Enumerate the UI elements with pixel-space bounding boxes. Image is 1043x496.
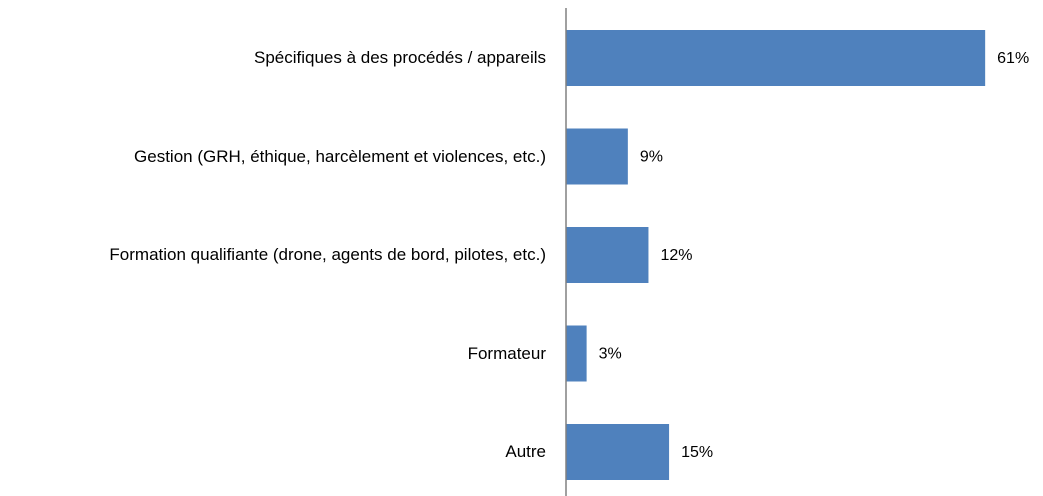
value-label: 61%: [997, 50, 1029, 67]
bar: [566, 227, 649, 283]
bar: [566, 30, 986, 86]
value-label: 12%: [660, 247, 692, 264]
category-label: Autre: [505, 442, 546, 461]
bar: [566, 424, 670, 480]
category-label: Formateur: [467, 343, 546, 363]
value-label: 3%: [599, 346, 622, 363]
bar: [566, 128, 628, 185]
category-label: Formation qualifiante (drone, agents de …: [109, 245, 546, 264]
bar: [566, 325, 587, 382]
value-label: 9%: [640, 149, 663, 166]
category-label: Spécifiques à des procédés / appareils: [253, 48, 546, 67]
value-label: 15%: [681, 444, 713, 461]
category-label: Gestion (GRH, éthique, harcèlement et vi…: [134, 146, 546, 166]
